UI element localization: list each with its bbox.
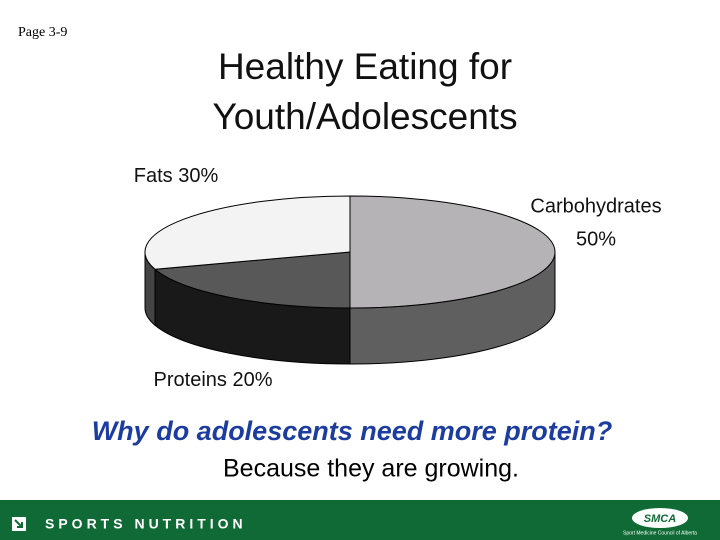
slice-label: Carbohydrates: [530, 195, 661, 217]
question: Why do adolescents need more protein?: [92, 416, 613, 446]
slice: [153, 251, 351, 309]
answer: Because they are growing.: [223, 455, 519, 483]
logo: SMCA: [644, 513, 676, 525]
chart-title: Healthy Eating for: [218, 46, 512, 87]
logo-caption: Sport Medicine Council of Alberta: [623, 530, 697, 536]
slice: [144, 195, 351, 270]
slice-label: Fats 30%: [134, 165, 219, 187]
slice: [349, 195, 556, 309]
slice-label: Proteins 20%: [154, 369, 273, 391]
footer-icon-arrow: [14, 519, 23, 528]
logo-badge: [632, 508, 688, 528]
chart-title: Youth/Adolescents: [212, 96, 517, 137]
footer-bar: [0, 500, 720, 540]
page-label: Page 3-9: [18, 25, 67, 40]
pie: [144, 195, 556, 365]
slice-value-label: 50%: [576, 228, 616, 250]
footer-title: SPORTS NUTRITION: [45, 516, 247, 532]
pie-labels: Carbohydrates 50% Fats 30% Proteins 20%: [134, 165, 662, 391]
